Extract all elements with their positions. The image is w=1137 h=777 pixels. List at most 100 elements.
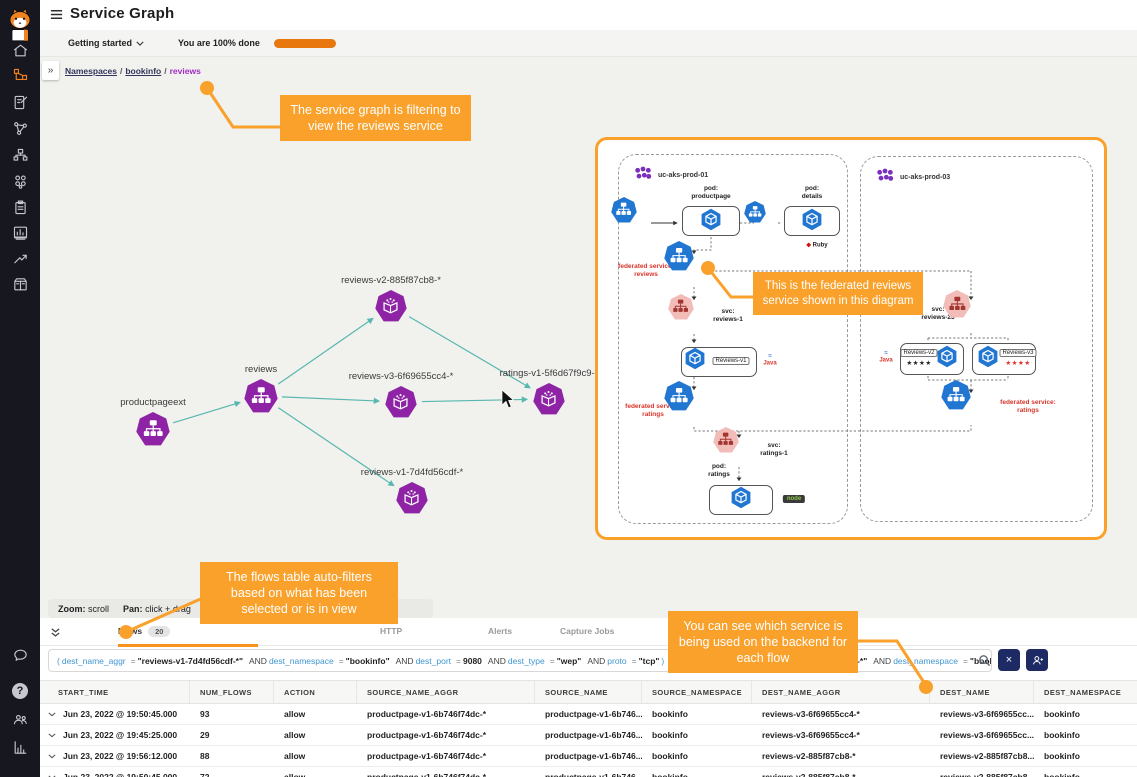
callout-federated: This is the federated reviews service sh… (753, 272, 923, 316)
sidebar-item-chat[interactable] (0, 646, 40, 670)
cell-source_name: productpage-v1-6b746... (545, 709, 642, 719)
row-expand-chevron-icon[interactable] (48, 751, 56, 761)
graph-node-label-reviews-v3: reviews-v3-6f69655cc4-* (348, 371, 454, 382)
calico-cat-logo-icon[interactable] (0, 2, 40, 46)
cell-dest_name: reviews-v2-885f87cb8... (940, 772, 1034, 777)
query-token: dest_namespace (268, 655, 334, 666)
tab-alerts[interactable]: Alerts (488, 618, 512, 644)
row-expand-chevron-icon[interactable] (48, 730, 56, 740)
hamburger-menu-icon[interactable] (49, 7, 65, 23)
column-header-num_flows[interactable]: NUM_FLOWS (190, 681, 274, 703)
query-token: "wep" (556, 655, 582, 666)
sidebar-item-tiers[interactable] (0, 146, 40, 170)
flow-visualizer-icon (12, 120, 29, 142)
cell-dest_name: reviews-v2-885f87cb8... (940, 751, 1034, 761)
query-token: = (130, 655, 136, 666)
query-token: dest_port (415, 655, 452, 666)
graph-node-label-reviews-v2: reviews-v2-885f87cb8-* (341, 275, 441, 286)
create-policy-user-icon[interactable] (1026, 649, 1048, 671)
sidebar-item-threat-feeds[interactable] (0, 249, 40, 273)
service-graph-icon (12, 67, 29, 89)
cell-source_name_aggr: productpage-v1-6b746f74dc-* (367, 709, 487, 719)
column-header-dest_name_aggr[interactable]: DEST_NAME_AGGR (752, 681, 930, 703)
graph-node-label-reviews-v1: reviews-v1-7d4fd56cdf-* (360, 467, 464, 478)
graph-node-ratings-v1[interactable] (533, 383, 565, 415)
query-token: AND (873, 655, 892, 666)
expand-panel-button[interactable]: » (42, 61, 59, 80)
sidebar-item-policies[interactable] (0, 93, 40, 117)
cell-dest_namespace: bookinfo (1044, 730, 1080, 740)
sidebar-item-help[interactable]: ? (0, 678, 40, 702)
column-header-source_name[interactable]: SOURCE_NAME (535, 681, 642, 703)
table-row[interactable]: Jun 23, 2022 @ 19:45:25.000 29 allow produc… (40, 725, 1137, 746)
svc-icon-federated-ratings (664, 381, 694, 411)
cluster-uc-aks-prod-03: uc-aks-prod-03 (860, 156, 1093, 522)
cluster-name: uc-aks-prod-01 (658, 172, 709, 179)
compliance-icon (12, 199, 29, 221)
row-expand-chevron-icon[interactable] (48, 772, 56, 777)
help-icon: ? (12, 681, 28, 699)
flows-table: START_TIME NUM_FLOWS ACTION SOURCE_NAME_AGG… (40, 680, 1137, 777)
cell-start_time: Jun 23, 2022 @ 19:45:25.000 (40, 730, 190, 740)
breadcrumb-bookinfo[interactable]: bookinfo (125, 66, 162, 76)
sidebar-item-usage-metrics[interactable] (0, 738, 40, 762)
query-token: AND (395, 655, 414, 666)
pod-details-label: pod: details (801, 184, 823, 200)
table-row[interactable]: Jun 23, 2022 @ 19:56:12.000 88 allow produc… (40, 746, 1137, 767)
sidebar-item-users[interactable] (0, 710, 40, 734)
tab-http[interactable]: HTTP (380, 618, 402, 644)
svc-icon-reviews-1 (668, 294, 694, 320)
graph-node-reviews-v3[interactable] (385, 386, 417, 418)
tab-capture-jobs[interactable]: Capture Jobs (560, 618, 614, 644)
column-header-dest_namespace[interactable]: DEST_NAMESPACE (1044, 687, 1122, 697)
table-row[interactable]: Jun 23, 2022 @ 19:50:45.000 93 allow produc… (40, 704, 1137, 725)
cluster-icon (875, 167, 895, 188)
tab-badge: 20 (148, 625, 171, 637)
query-token: = (456, 655, 461, 666)
column-header-dest_name[interactable]: DEST_NAME (930, 681, 1034, 703)
tab-label: Flows (118, 626, 143, 636)
cell-num_flows: 29 (200, 730, 210, 740)
search-icon[interactable] (978, 654, 991, 672)
hint-zoom: Zoom: scroll (58, 603, 110, 614)
sidebar: ? (0, 0, 40, 777)
column-header-action[interactable]: ACTION (274, 681, 357, 703)
row-expand-chevron-icon[interactable] (48, 709, 56, 719)
sidebar-item-service-graph[interactable] (0, 66, 40, 90)
sidebar-item-flow-visualizer[interactable] (0, 119, 40, 143)
home-icon (12, 42, 29, 64)
table-row[interactable]: Jun 23, 2022 @ 19:50:45.000 72 allow produc… (40, 767, 1137, 777)
column-header-source_name_aggr[interactable]: SOURCE_NAME_AGGR (357, 681, 535, 703)
graph-node-reviews[interactable] (244, 379, 278, 413)
graph-node-reviews-v2[interactable] (375, 290, 407, 322)
query-token: = (631, 655, 637, 666)
cell-source_namespace: bookinfo (652, 709, 688, 719)
sidebar-item-home[interactable] (0, 41, 40, 65)
cell-source_name_aggr: productpage-v1-6b746f74dc-* (367, 751, 487, 761)
pod-box-productpage (682, 206, 740, 236)
svc-reviews-1-label: svc: reviews-1 (713, 307, 743, 323)
svc-ratings-1-label: svc: ratings-1 (760, 441, 788, 457)
query-token: AND (249, 655, 267, 666)
getting-started-dropdown[interactable]: Getting started (68, 38, 133, 48)
policies-icon (12, 94, 29, 116)
query-token: = (338, 655, 344, 666)
column-header-start_time[interactable]: START_TIME (40, 681, 190, 703)
endpoints-icon (12, 173, 29, 195)
sidebar-item-dashboards[interactable] (0, 223, 40, 247)
cell-start_time: Jun 23, 2022 @ 19:50:45.000 (40, 772, 190, 777)
sidebar-item-compliance-reports[interactable] (0, 198, 40, 222)
graph-node-productpageext[interactable] (136, 412, 170, 446)
java-logo: ≈ Java (763, 353, 777, 366)
breadcrumb-namespaces[interactable]: Namespaces (65, 66, 117, 76)
cell-source_name_aggr: productpage-v1-6b746f74dc-* (367, 772, 487, 777)
collapse-panel-icon[interactable] (50, 625, 61, 643)
sidebar-item-endpoints[interactable] (0, 172, 40, 196)
clear-query-button[interactable]: × (998, 649, 1020, 671)
nodejs-logo: node (782, 495, 806, 503)
reviews-v3-tag: Reviews-v3 (999, 349, 1037, 357)
graph-node-reviews-v1[interactable] (396, 482, 428, 514)
chevron-down-icon[interactable] (136, 38, 144, 48)
column-header-source_namespace[interactable]: SOURCE_NAMESPACE (642, 681, 752, 703)
sidebar-item-manage[interactable] (0, 275, 40, 299)
